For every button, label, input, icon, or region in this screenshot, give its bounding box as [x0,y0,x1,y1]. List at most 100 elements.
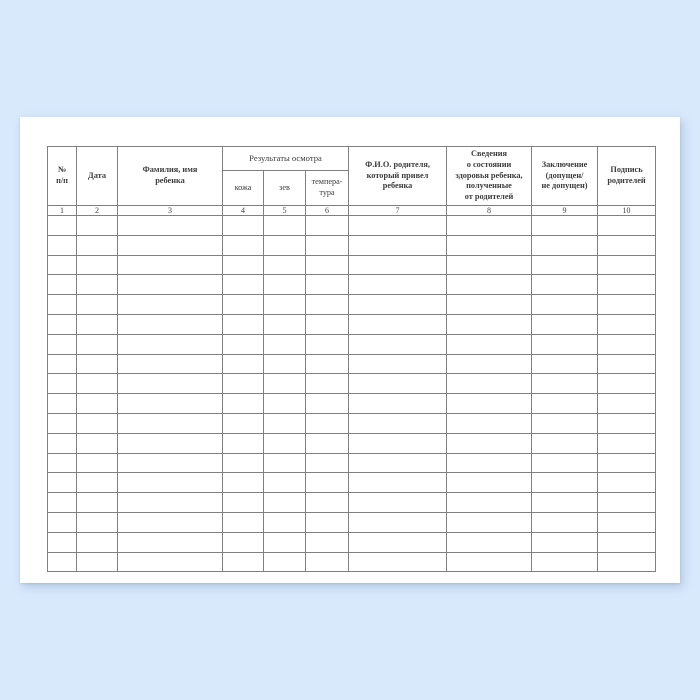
table-cell[interactable] [348,313,448,335]
table-cell[interactable] [597,551,657,573]
table-cell[interactable] [76,393,118,414]
table-cell[interactable] [531,432,599,454]
table-cell[interactable] [117,254,223,276]
table-cell[interactable] [222,353,264,375]
table-cell[interactable] [76,254,118,276]
table-cell[interactable] [47,215,77,236]
table-cell[interactable] [531,452,599,474]
table-cell[interactable] [348,215,448,236]
table-cell[interactable] [304,412,350,434]
table-cell[interactable] [222,472,264,494]
table-cell[interactable] [263,393,306,414]
table-cell[interactable] [47,313,77,335]
table-cell[interactable] [531,531,599,553]
table-cell[interactable] [348,393,448,414]
table-row[interactable] [47,254,657,276]
table-cell[interactable] [597,254,657,276]
table-cell[interactable] [531,353,599,375]
table-cell[interactable] [597,215,657,236]
table-cell[interactable] [531,313,599,335]
table-cell[interactable] [263,472,306,494]
table-cell[interactable] [222,234,264,256]
table-cell[interactable] [597,492,657,513]
table-cell[interactable] [304,333,350,355]
table-cell[interactable] [446,412,533,434]
table-row[interactable] [47,274,657,296]
table-cell[interactable] [117,373,223,395]
table-cell[interactable] [304,373,350,395]
table-cell[interactable] [304,472,350,494]
table-cell[interactable] [222,215,264,236]
table-cell[interactable] [531,333,599,355]
table-cell[interactable] [531,274,599,296]
table-row[interactable] [47,511,657,533]
table-cell[interactable] [47,511,77,533]
table-cell[interactable] [531,511,599,533]
table-cell[interactable] [348,254,448,276]
table-cell[interactable] [76,551,118,573]
table-cell[interactable] [47,254,77,276]
table-cell[interactable] [222,452,264,474]
table-cell[interactable] [597,333,657,355]
table-cell[interactable] [76,294,118,315]
table-cell[interactable] [222,432,264,454]
table-cell[interactable] [76,472,118,494]
table-cell[interactable] [263,531,306,553]
table-cell[interactable] [597,234,657,256]
table-cell[interactable] [304,215,350,236]
table-cell[interactable] [47,353,77,375]
table-cell[interactable] [531,254,599,276]
table-cell[interactable] [222,294,264,315]
table-cell[interactable] [304,234,350,256]
table-cell[interactable] [263,313,306,335]
table-cell[interactable] [117,472,223,494]
table-cell[interactable] [117,313,223,335]
table-row[interactable] [47,234,657,256]
table-cell[interactable] [446,274,533,296]
table-cell[interactable] [263,511,306,533]
table-cell[interactable] [531,472,599,494]
table-cell[interactable] [263,274,306,296]
table-cell[interactable] [348,551,448,573]
table-cell[interactable] [597,531,657,553]
table-cell[interactable] [47,531,77,553]
table-cell[interactable] [446,551,533,573]
table-cell[interactable] [76,511,118,533]
table-row[interactable] [47,353,657,375]
table-cell[interactable] [531,215,599,236]
table-cell[interactable] [222,551,264,573]
table-cell[interactable] [597,472,657,494]
table-cell[interactable] [304,432,350,454]
table-cell[interactable] [446,353,533,375]
table-row[interactable] [47,393,657,414]
table-cell[interactable] [597,294,657,315]
table-cell[interactable] [76,274,118,296]
table-cell[interactable] [222,333,264,355]
table-cell[interactable] [348,274,448,296]
table-row[interactable] [47,492,657,513]
table-cell[interactable] [47,373,77,395]
table-cell[interactable] [222,511,264,533]
table-cell[interactable] [263,353,306,375]
table-cell[interactable] [304,274,350,296]
table-cell[interactable] [304,452,350,474]
table-row[interactable] [47,432,657,454]
table-cell[interactable] [597,393,657,414]
table-cell[interactable] [222,274,264,296]
table-cell[interactable] [597,511,657,533]
table-cell[interactable] [117,452,223,474]
table-cell[interactable] [76,412,118,434]
table-cell[interactable] [76,492,118,513]
table-cell[interactable] [117,551,223,573]
table-cell[interactable] [117,531,223,553]
table-cell[interactable] [304,294,350,315]
table-cell[interactable] [47,492,77,513]
table-cell[interactable] [117,432,223,454]
table-cell[interactable] [117,511,223,533]
table-row[interactable] [47,472,657,494]
table-cell[interactable] [76,353,118,375]
table-cell[interactable] [117,412,223,434]
table-cell[interactable] [446,531,533,553]
table-cell[interactable] [597,452,657,474]
table-cell[interactable] [348,373,448,395]
